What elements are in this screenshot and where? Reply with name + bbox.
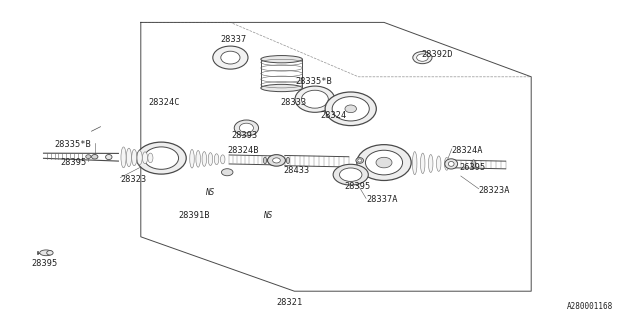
Ellipse shape	[413, 152, 417, 175]
Ellipse shape	[420, 153, 425, 173]
Ellipse shape	[365, 150, 403, 175]
Text: A280001168: A280001168	[567, 302, 613, 311]
Ellipse shape	[356, 157, 364, 163]
Ellipse shape	[340, 168, 362, 181]
Ellipse shape	[445, 159, 458, 169]
Ellipse shape	[212, 46, 248, 69]
Ellipse shape	[264, 157, 267, 164]
Ellipse shape	[429, 155, 433, 172]
Text: 28323A: 28323A	[479, 186, 510, 195]
Ellipse shape	[214, 154, 219, 165]
Ellipse shape	[345, 105, 356, 113]
Ellipse shape	[121, 147, 126, 168]
Ellipse shape	[196, 150, 200, 167]
Ellipse shape	[261, 84, 303, 92]
Ellipse shape	[202, 152, 207, 166]
Ellipse shape	[144, 147, 179, 169]
Ellipse shape	[273, 158, 280, 163]
Ellipse shape	[40, 250, 52, 256]
Ellipse shape	[221, 51, 240, 64]
Ellipse shape	[220, 155, 225, 164]
Ellipse shape	[106, 155, 112, 160]
Text: 28337: 28337	[220, 36, 247, 44]
Ellipse shape	[126, 148, 131, 167]
Ellipse shape	[301, 90, 328, 108]
Ellipse shape	[357, 145, 412, 180]
Ellipse shape	[234, 120, 259, 136]
Ellipse shape	[413, 52, 432, 64]
Ellipse shape	[86, 155, 91, 159]
Text: 28395: 28395	[344, 182, 371, 191]
Text: 28392D: 28392D	[421, 50, 452, 59]
Text: 26395: 26395	[460, 163, 486, 172]
Text: 28335*B: 28335*B	[296, 77, 332, 86]
Text: 28393: 28393	[232, 131, 258, 140]
Text: 28324B: 28324B	[228, 146, 259, 155]
Ellipse shape	[92, 155, 98, 159]
Ellipse shape	[143, 152, 148, 164]
Ellipse shape	[472, 160, 476, 169]
Ellipse shape	[287, 157, 290, 164]
Ellipse shape	[136, 142, 186, 174]
Ellipse shape	[436, 156, 441, 171]
Ellipse shape	[444, 157, 449, 170]
Text: 28335*B: 28335*B	[54, 140, 91, 149]
Text: 28433: 28433	[284, 166, 310, 175]
Ellipse shape	[325, 92, 376, 125]
Text: NS: NS	[205, 188, 214, 197]
Text: 28323: 28323	[120, 175, 147, 184]
Ellipse shape	[376, 157, 392, 168]
Ellipse shape	[261, 56, 303, 63]
Ellipse shape	[333, 164, 369, 185]
Ellipse shape	[268, 155, 285, 166]
Ellipse shape	[148, 153, 153, 163]
Text: NS: NS	[263, 211, 272, 220]
Ellipse shape	[239, 123, 253, 133]
Text: 28395: 28395	[61, 158, 87, 167]
Ellipse shape	[189, 149, 195, 168]
Text: 28321: 28321	[276, 298, 303, 307]
Ellipse shape	[448, 162, 454, 166]
Text: 28324A: 28324A	[452, 146, 483, 155]
Text: 28337A: 28337A	[366, 196, 397, 204]
Ellipse shape	[208, 153, 212, 165]
Text: 28333: 28333	[280, 98, 307, 107]
Text: 28324: 28324	[320, 111, 346, 120]
Text: 28395: 28395	[31, 259, 58, 268]
Ellipse shape	[358, 159, 362, 162]
Ellipse shape	[295, 86, 335, 112]
Ellipse shape	[221, 169, 233, 176]
Text: 28324C: 28324C	[148, 98, 180, 107]
Ellipse shape	[417, 54, 428, 61]
Ellipse shape	[47, 251, 53, 255]
Text: 28391B: 28391B	[178, 212, 209, 220]
Ellipse shape	[137, 151, 142, 165]
Ellipse shape	[332, 97, 369, 121]
Ellipse shape	[132, 149, 137, 166]
